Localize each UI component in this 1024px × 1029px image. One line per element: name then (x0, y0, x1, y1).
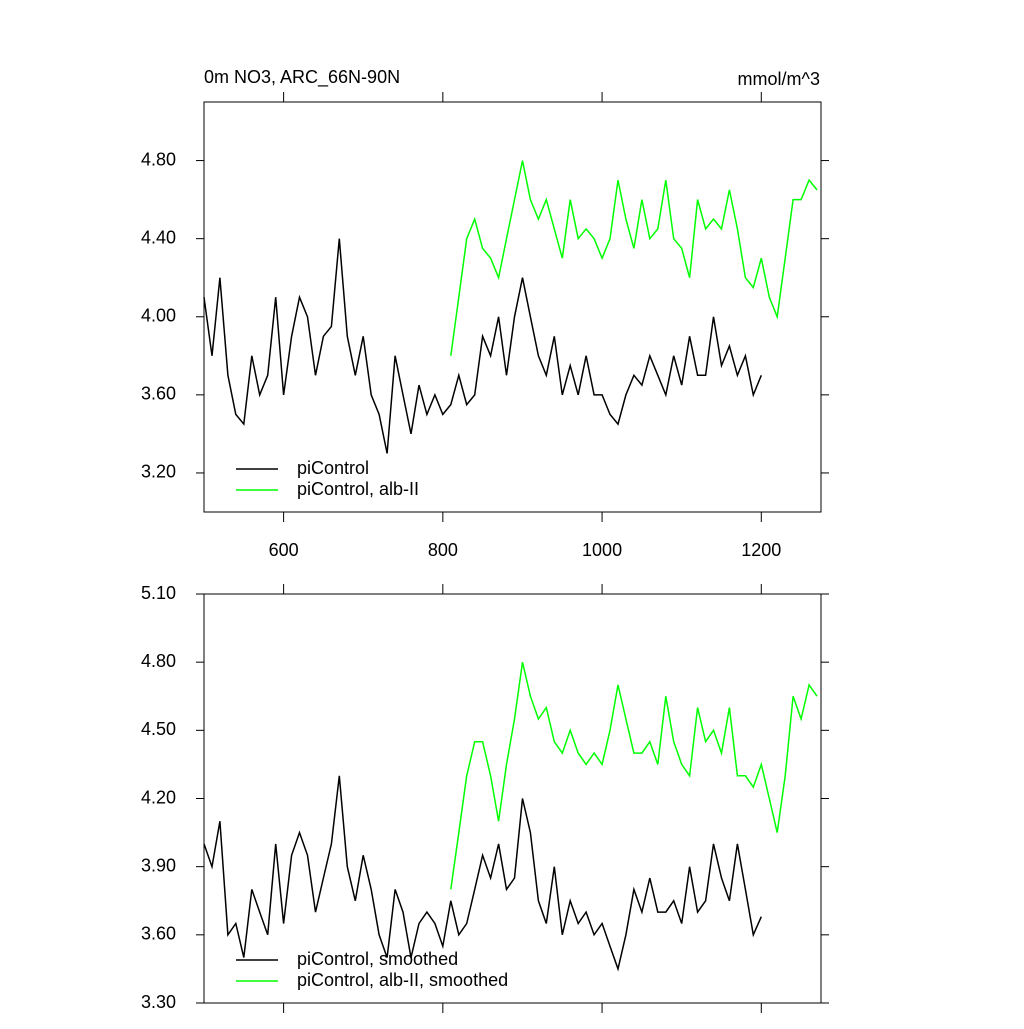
plot-frame (203, 101, 822, 513)
series-line (450, 662, 818, 890)
y-tick-label: 4.00 (141, 306, 176, 326)
series-line (203, 775, 762, 972)
y-tick-label: 4.80 (141, 149, 176, 169)
y-tick-label: 4.40 (141, 227, 176, 247)
y-tick-label: 3.60 (141, 924, 176, 944)
x-tick-label: 1000 (582, 540, 622, 560)
y-tick-label: 3.90 (141, 855, 176, 875)
y-tick-label: 3.30 (141, 992, 176, 1012)
unit-label: mmol/m^3 (738, 69, 820, 89)
y-tick-label: 3.60 (141, 384, 176, 404)
x-tick-label: 1200 (741, 540, 781, 560)
legend-label: piControl, alb-II, smoothed (297, 970, 508, 990)
series-line (203, 238, 762, 454)
chart-title: 0m NO3, ARC_66N-90N (204, 67, 400, 88)
y-tick-label: 5.10 (141, 583, 176, 603)
y-tick-label: 4.50 (141, 719, 176, 739)
y-tick-label: 3.20 (141, 462, 176, 482)
legend-label: piControl (297, 458, 369, 478)
x-tick-label: 600 (269, 540, 299, 560)
y-tick-label: 4.20 (141, 787, 176, 807)
series-line (450, 160, 818, 356)
y-tick-label: 4.80 (141, 651, 176, 671)
legend-label: piControl, alb-II (297, 479, 419, 499)
x-tick-label: 800 (428, 540, 458, 560)
plot-frame (203, 593, 822, 1004)
legend-label: piControl, smoothed (297, 949, 458, 969)
